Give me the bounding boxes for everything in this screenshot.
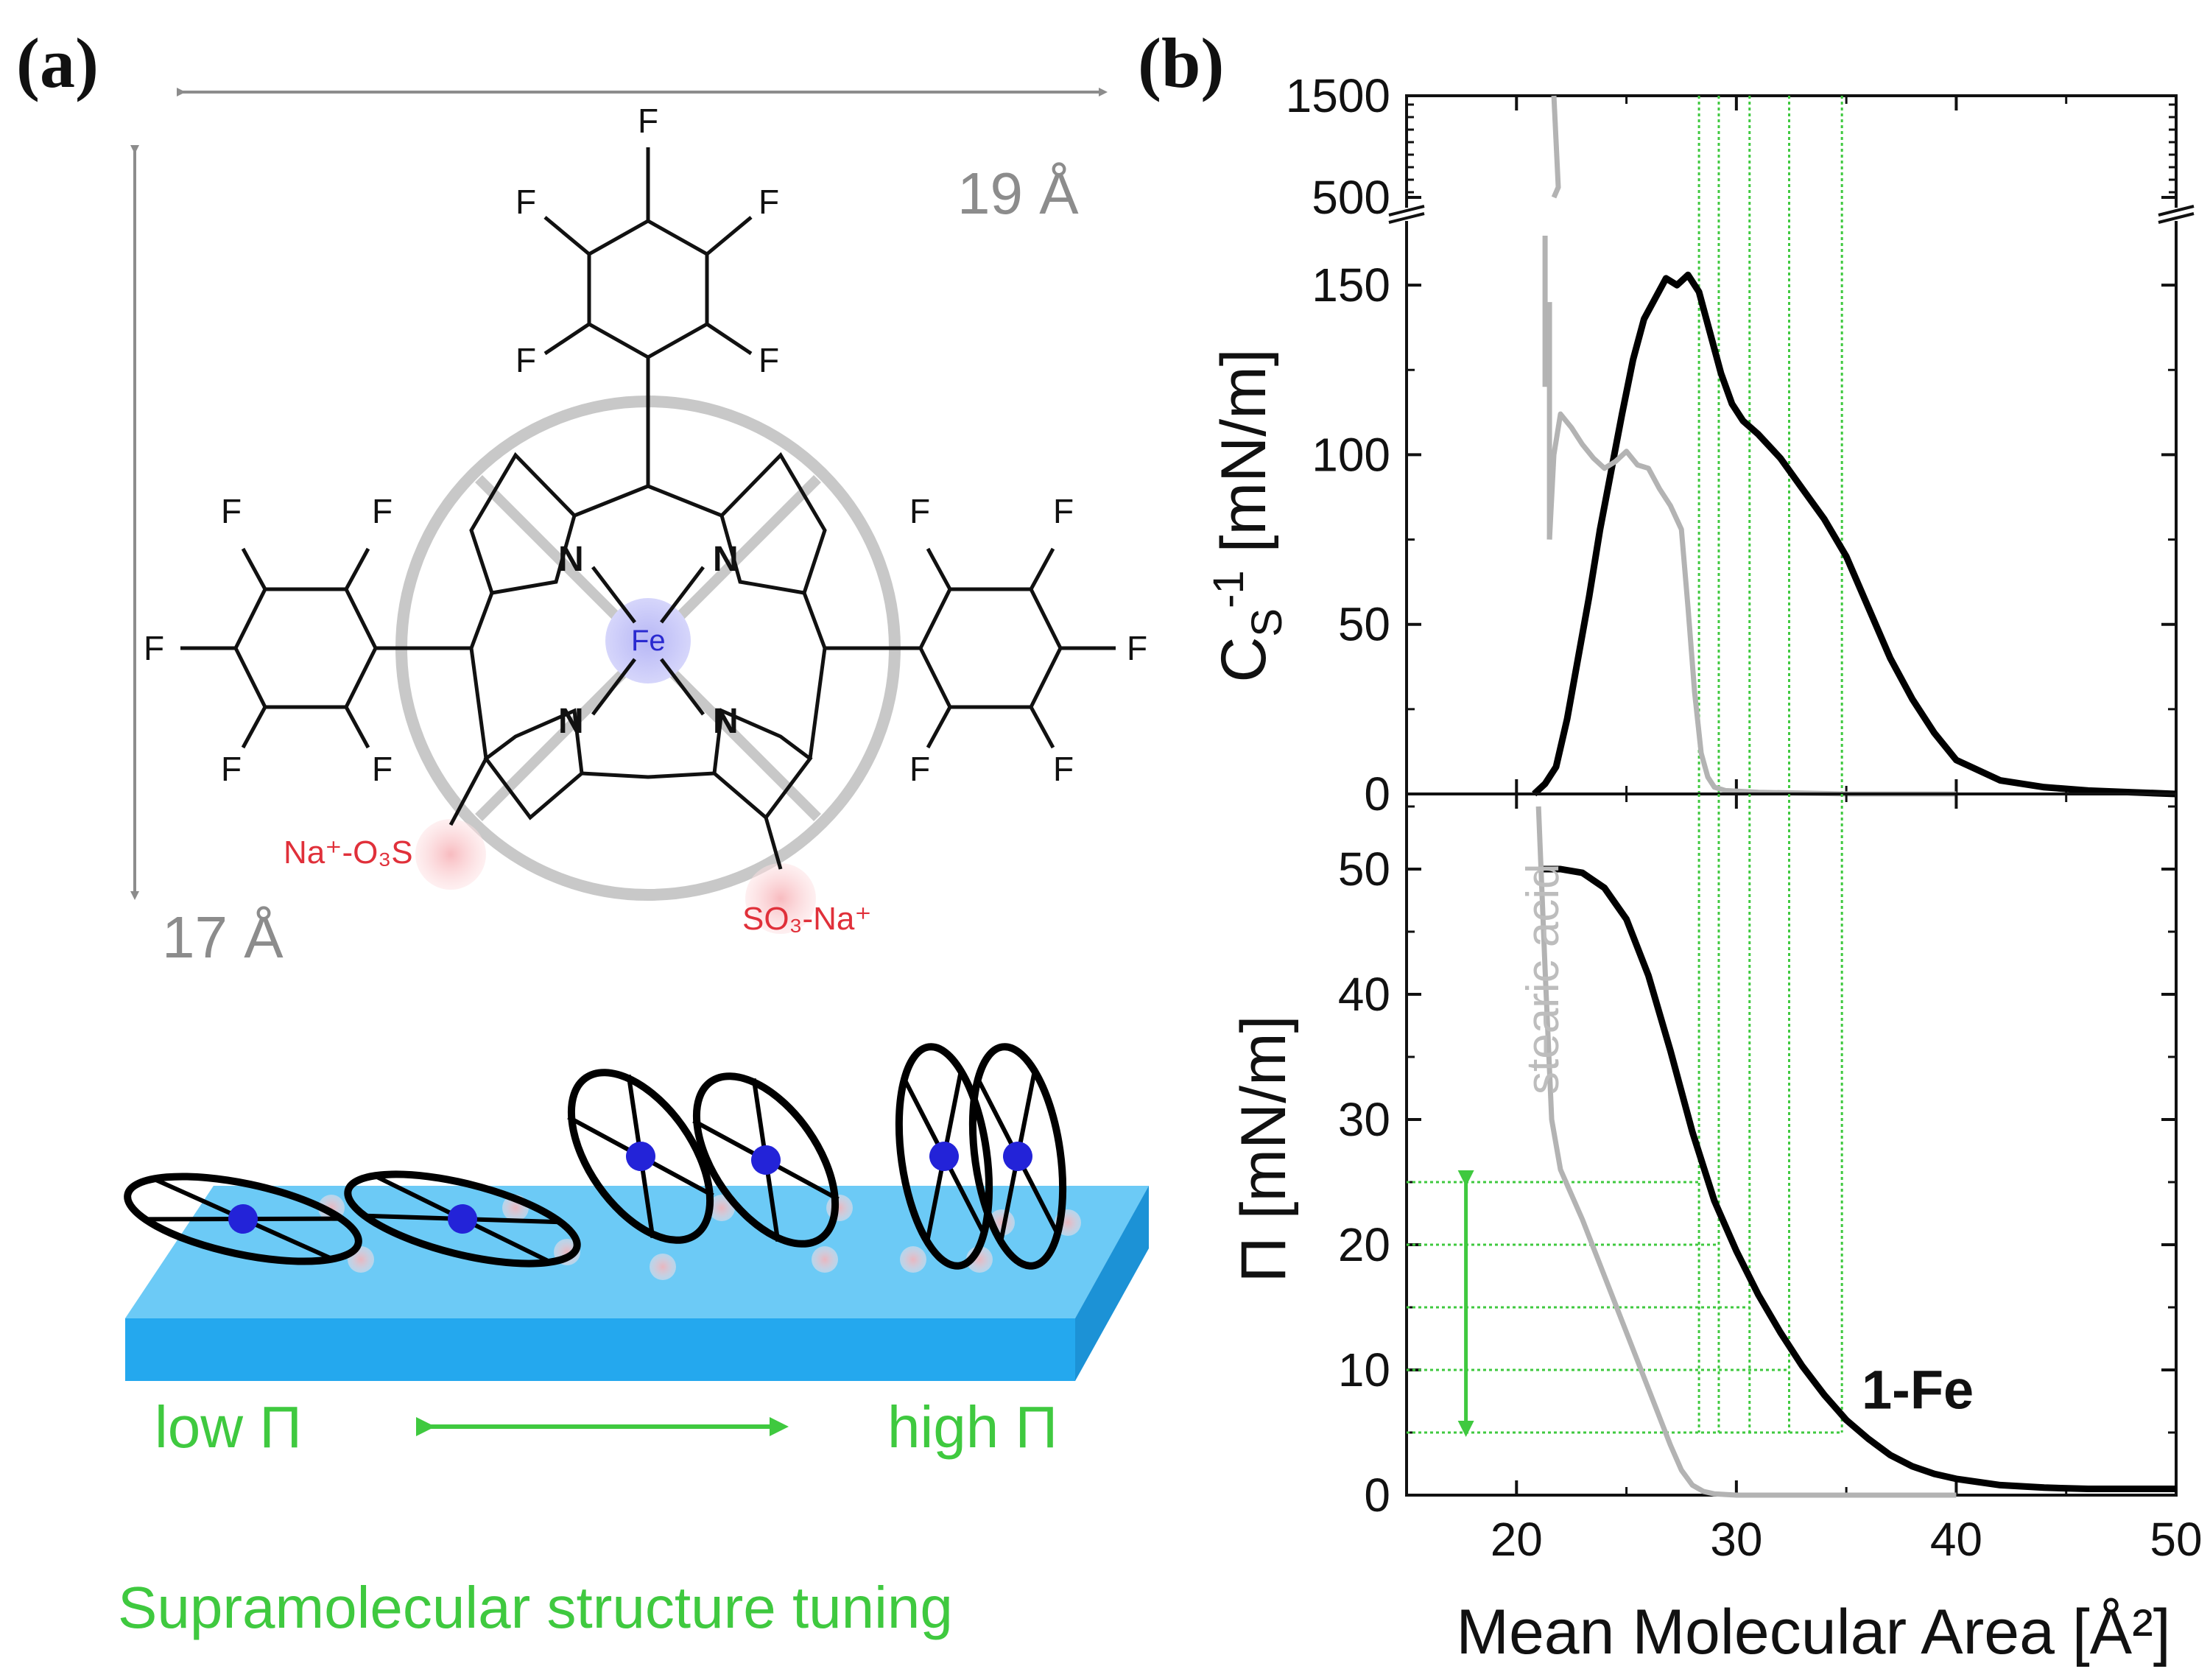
y-tick-label: 150	[1312, 259, 1390, 312]
axis-break-mark	[1388, 212, 1425, 224]
high-pressure-label: high Π	[887, 1394, 1058, 1460]
nitrogen-label: N	[558, 702, 584, 741]
y-axis-title-bottom: Π [mN/m]	[1228, 1015, 1299, 1282]
fluorine-label: F	[1053, 492, 1074, 530]
porphyrin-bonds	[180, 147, 1116, 870]
sulfonate-right-label: SO₃-Na⁺	[742, 901, 872, 937]
axis-break-gap	[2158, 208, 2194, 221]
sulfonate-left-label: Na⁺-O₃S	[284, 834, 413, 871]
y-tick-label: 1500	[1286, 69, 1390, 122]
height-label: 17 Å	[162, 904, 284, 970]
series-line-1-fe	[1538, 865, 2176, 1492]
caption: Supramolecular structure tuning	[118, 1575, 953, 1640]
flat-molecule	[344, 1170, 581, 1268]
panel-b-label: (b)	[1138, 24, 1224, 102]
fluorine-label: F	[372, 492, 393, 530]
width-label: 19 Å	[957, 161, 1079, 226]
x-tick-label: 40	[1930, 1513, 1982, 1566]
fluorine-label: F	[909, 750, 930, 788]
fluorine-label: F	[144, 629, 164, 667]
tilted-molecule	[567, 1069, 714, 1244]
fluorine-label: F	[515, 341, 536, 379]
upright-molecule	[895, 1043, 993, 1270]
x-tick-label: 30	[1710, 1513, 1762, 1566]
panel-a: (a) 19 Å 17 Å	[16, 24, 1149, 1640]
y-tick-label: 0	[1364, 1469, 1390, 1522]
series-label-1-fe: 1-Fe	[1862, 1360, 1974, 1421]
x-tick-label: 20	[1491, 1513, 1543, 1566]
fluorine-label: F	[372, 750, 393, 788]
fluorine-label: F	[759, 341, 779, 379]
panel-a-label: (a)	[16, 24, 99, 102]
sulfonate-glow	[745, 863, 816, 934]
water-slab-front	[125, 1318, 1075, 1381]
low-pressure-label: low Π	[155, 1394, 302, 1460]
series-line-stearic-acid	[1535, 806, 1957, 1498]
nitrogen-label: N	[713, 540, 739, 579]
y-tick-label: 50	[1338, 843, 1390, 896]
fluorine-label: F	[221, 492, 242, 530]
y-axis-title-top: CS-1 [mN/m]	[1205, 348, 1291, 682]
axis-break-mark	[2158, 205, 2195, 217]
water-slab-side	[1075, 1186, 1149, 1381]
y-tick-label: 100	[1312, 428, 1390, 481]
isotherm-chart: 0 10 20 30 40 50 20 30 40 50 Π [mN/m] Mean Molecula…	[1228, 792, 2203, 1667]
series-label-stearic-acid: stearic acid	[1518, 863, 1569, 1094]
series-line-1-fe	[1532, 271, 2177, 798]
iron-label: Fe	[631, 625, 666, 657]
y-tick-label: 10	[1338, 1343, 1390, 1396]
iron-glow	[605, 598, 691, 683]
axis-break-mark	[1388, 205, 1425, 217]
water-slab-top	[125, 1186, 1149, 1318]
y-tick-label: 20	[1338, 1218, 1390, 1271]
y-tick-label: 500	[1312, 171, 1390, 224]
series-line-stearic-acid	[1546, 411, 1957, 797]
plot-frame	[1405, 94, 2178, 795]
panel-b: (b) 0 50 100 150 500 1500 CS-1 [mN/m] 0 10 20 30 4…	[1138, 24, 2203, 1667]
y-tick-label: 30	[1338, 1093, 1390, 1146]
y-tick-label: 50	[1338, 598, 1390, 651]
fluorine-label: F	[759, 183, 779, 221]
fluorine-label: F	[1127, 629, 1147, 667]
axis-break-mark	[2158, 212, 2195, 224]
x-tick-label: 50	[2150, 1513, 2202, 1566]
fluorine-label: F	[221, 750, 242, 788]
sulfonate-glow	[415, 819, 486, 890]
fluorine-label: F	[1053, 750, 1074, 788]
flat-molecule	[124, 1173, 362, 1265]
fluorine-label: F	[515, 183, 536, 221]
fluorine-label: F	[909, 492, 930, 530]
nitrogen-label: N	[558, 540, 584, 579]
upright-molecule	[968, 1043, 1067, 1270]
nitrogen-label: N	[713, 702, 739, 741]
y-tick-label: 0	[1364, 767, 1390, 820]
fluorine-label: F	[638, 102, 658, 140]
surface-schematic	[124, 1043, 1149, 1381]
axis-break-gap	[1389, 208, 1424, 221]
series-line-stearic-acid-break	[1551, 95, 1561, 199]
porphyrin-molecule: F F F F F F F F F F F F F F F N N N N Fe…	[144, 102, 1147, 937]
compressibility-chart: 0 50 100 150 500 1500 CS-1 [mN/m]	[1205, 69, 2195, 820]
x-axis-title: Mean Molecular Area [Å²]	[1456, 1597, 2170, 1667]
y-tick-label: 40	[1338, 968, 1390, 1021]
